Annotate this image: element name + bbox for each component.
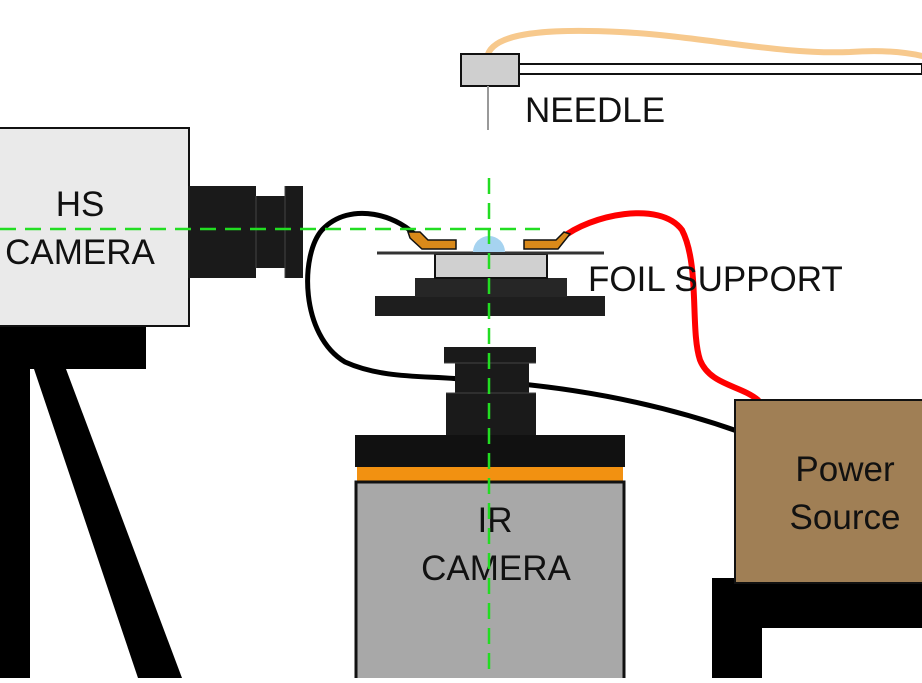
ir-camera-filter-band — [357, 467, 623, 482]
electrode-left — [406, 231, 457, 250]
ir-camera-lens-middle — [455, 363, 529, 393]
power-source-stand-leg — [712, 628, 762, 678]
ir-camera-label-line2: CAMERA — [421, 549, 571, 588]
power-source-box — [734, 399, 922, 584]
power-source-label-line2: Source — [790, 498, 901, 537]
needle-feed-tube — [484, 27, 922, 61]
hs-camera-lens-mid — [256, 196, 286, 268]
foil-support-label: FOIL SUPPORT — [588, 260, 843, 299]
hs-camera-lens-base — [188, 186, 256, 278]
black-wire — [305, 210, 743, 435]
ir-camera-lens-bottom — [446, 393, 536, 435]
hs-camera-label-line2: CAMERA — [5, 233, 155, 272]
ir-camera-label-line1: IR — [478, 501, 513, 540]
hs-camera-lens-ring — [285, 186, 303, 278]
red-wire — [559, 210, 761, 403]
needle-body — [460, 53, 520, 87]
needle-label: NEEDLE — [525, 91, 665, 130]
electrode-right — [523, 231, 572, 250]
power-source-stand-top — [712, 578, 922, 628]
foil-support-step — [415, 278, 567, 297]
tripod-leg-left — [0, 369, 30, 678]
power-source-label-line1: Power — [795, 450, 895, 489]
hs-camera-mount — [0, 327, 146, 369]
needle-holder-rod — [517, 63, 922, 75]
hs-camera-label-line1: HS — [56, 185, 105, 224]
foil-holder — [434, 253, 548, 279]
tripod-leg-right — [34, 369, 182, 678]
hs-camera-body — [0, 127, 190, 327]
